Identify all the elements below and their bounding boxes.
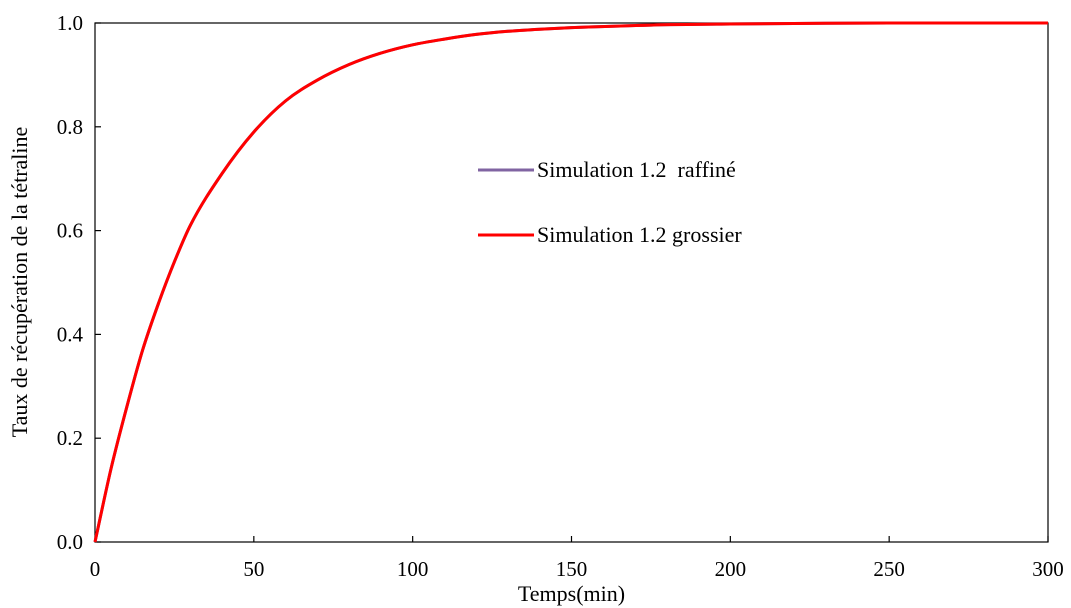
y-tick-label: 0.0 <box>57 530 83 554</box>
series-lines <box>93 21 1048 543</box>
x-tick-label: 0 <box>90 557 101 581</box>
x-tick-label: 200 <box>715 557 747 581</box>
y-tick-label: 1.0 <box>57 11 83 35</box>
y-axis-ticks: 0.0 0.2 0.4 0.6 0.8 1.0 <box>57 11 101 554</box>
legend-label-grossier: Simulation 1.2 grossier <box>537 222 742 247</box>
y-tick-label: 0.8 <box>57 115 83 139</box>
y-tick-label: 0.2 <box>57 426 83 450</box>
legend: Simulation 1.2 raffiné Simulation 1.2 gr… <box>478 157 742 247</box>
x-tick-label: 300 <box>1032 557 1064 581</box>
x-tick-label: 100 <box>397 557 429 581</box>
x-axis-title: Temps(min) <box>518 581 625 606</box>
y-tick-label: 0.4 <box>57 322 84 346</box>
x-axis-ticks: 0 50 100 150 200 250 300 <box>90 536 1064 581</box>
x-tick-label: 50 <box>243 557 264 581</box>
legend-label-raffine: Simulation 1.2 raffiné <box>537 157 736 182</box>
y-tick-label: 0.6 <box>57 219 83 243</box>
series-line-raffine <box>93 21 1048 543</box>
series-line-grossier <box>93 21 1048 543</box>
x-tick-label: 150 <box>556 557 588 581</box>
y-axis-title: Taux de récupération de la tétraline <box>7 127 32 438</box>
x-tick-label: 250 <box>873 557 905 581</box>
plot-area-frame <box>94 22 1049 543</box>
